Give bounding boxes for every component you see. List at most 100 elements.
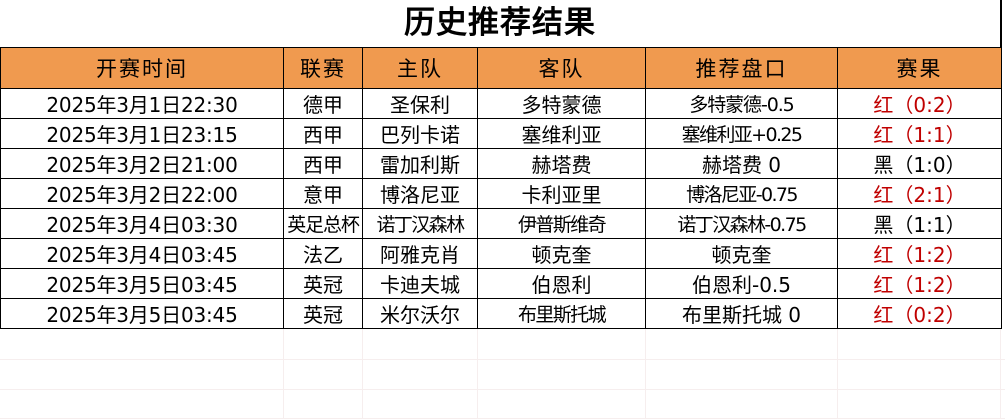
cell-line[interactable]: 布里斯托城 0 bbox=[645, 298, 838, 329]
result-score: （1:1） bbox=[893, 213, 966, 237]
cell-away[interactable]: 布里斯托城 bbox=[477, 298, 646, 329]
status-badge: 黑（1:1） bbox=[873, 210, 966, 238]
result-score: （1:0） bbox=[893, 153, 966, 177]
status-badge: 黑（1:0） bbox=[873, 150, 966, 178]
table-row: 2025年3月2日21:00 西甲 雷加利斯 赫塔费 赫塔费 0 黑（1:0） bbox=[0, 148, 1002, 179]
result-score: （1:2） bbox=[893, 243, 966, 267]
cell-away[interactable]: 塞维利亚 bbox=[477, 118, 646, 149]
column-header-home[interactable]: 主队 bbox=[362, 47, 478, 89]
result-score: （1:2） bbox=[893, 273, 966, 297]
column-header-line[interactable]: 推荐盘口 bbox=[645, 47, 838, 89]
result-score: （0:2） bbox=[893, 93, 966, 117]
cell-line[interactable]: 诺丁汉森林-0.75 bbox=[645, 208, 838, 239]
result-score: （2:1） bbox=[893, 183, 966, 207]
cell-line[interactable]: 塞维利亚+0.25 bbox=[645, 118, 838, 149]
empty-grid-row bbox=[0, 359, 1005, 360]
cell-home[interactable]: 博洛尼亚 bbox=[362, 178, 478, 209]
cell-home[interactable]: 雷加利斯 bbox=[362, 148, 478, 179]
cell-result[interactable]: 红（1:2） bbox=[837, 238, 1002, 269]
empty-grid-area bbox=[0, 329, 1005, 419]
cell-time[interactable]: 2025年3月2日21:00 bbox=[0, 148, 284, 179]
cell-away[interactable]: 卡利亚里 bbox=[477, 178, 646, 209]
cell-league[interactable]: 英冠 bbox=[283, 298, 363, 329]
empty-grid-col bbox=[477, 329, 478, 419]
cell-league[interactable]: 英足总杯 bbox=[283, 208, 363, 239]
cell-line[interactable]: 顿克奎 bbox=[645, 238, 838, 269]
empty-grid-col bbox=[645, 329, 646, 419]
result-mark: 红 bbox=[873, 303, 894, 327]
table-row: 2025年3月2日22:00 意甲 博洛尼亚 卡利亚里 博洛尼亚-0.75 红（2:1） bbox=[0, 178, 1002, 209]
status-badge: 红（2:1） bbox=[873, 180, 966, 208]
cell-league[interactable]: 法乙 bbox=[283, 238, 363, 269]
cell-home[interactable]: 诺丁汉森林 bbox=[362, 208, 478, 239]
cell-line[interactable]: 伯恩利-0.5 bbox=[645, 268, 838, 299]
empty-grid-col bbox=[283, 329, 284, 419]
cell-result[interactable]: 红（0:2） bbox=[837, 298, 1002, 329]
cell-away[interactable]: 伯恩利 bbox=[477, 268, 646, 299]
cell-league[interactable]: 英冠 bbox=[283, 268, 363, 299]
result-mark: 红 bbox=[873, 243, 894, 267]
cell-line[interactable]: 博洛尼亚-0.75 bbox=[645, 178, 838, 209]
table-header: 开赛时间 联赛 主队 客队 推荐盘口 赛果 bbox=[0, 47, 1002, 89]
empty-grid-col bbox=[1000, 329, 1001, 419]
table-row: 2025年3月4日03:45 法乙 阿雅克肖 顿克奎 顿克奎 红（1:2） bbox=[0, 238, 1002, 269]
cell-result[interactable]: 黑（1:1） bbox=[837, 208, 1002, 239]
result-mark: 黑 bbox=[873, 153, 894, 177]
cell-result[interactable]: 黑（1:0） bbox=[837, 148, 1002, 179]
cell-time[interactable]: 2025年3月4日03:30 bbox=[0, 208, 284, 239]
result-mark: 红 bbox=[873, 123, 894, 147]
cell-league[interactable]: 德甲 bbox=[283, 88, 363, 119]
cell-time[interactable]: 2025年3月5日03:45 bbox=[0, 268, 284, 299]
cell-time[interactable]: 2025年3月1日22:30 bbox=[0, 88, 284, 119]
status-badge: 红（0:2） bbox=[873, 90, 966, 118]
table-row: 2025年3月4日03:30 英足总杯 诺丁汉森林 伊普斯维奇 诺丁汉森林-0.75 黑（… bbox=[0, 208, 1002, 239]
cell-league[interactable]: 西甲 bbox=[283, 148, 363, 179]
result-mark: 红 bbox=[873, 273, 894, 297]
cell-time[interactable]: 2025年3月2日22:00 bbox=[0, 178, 284, 209]
column-header-league[interactable]: 联赛 bbox=[283, 47, 363, 89]
result-mark: 红 bbox=[873, 183, 894, 207]
status-badge: 红（1:1） bbox=[873, 120, 966, 148]
cell-result[interactable]: 红（1:1） bbox=[837, 118, 1002, 149]
cell-time[interactable]: 2025年3月1日23:15 bbox=[0, 118, 284, 149]
status-badge: 红（0:2） bbox=[873, 300, 966, 328]
result-mark: 黑 bbox=[873, 213, 894, 237]
cell-result[interactable]: 红（0:2） bbox=[837, 88, 1002, 119]
status-badge: 红（1:2） bbox=[873, 270, 966, 298]
column-header-time[interactable]: 开赛时间 bbox=[0, 47, 284, 89]
page-title: 历史推荐结果 bbox=[404, 5, 596, 41]
cell-away[interactable]: 多特蒙德 bbox=[477, 88, 646, 119]
table-row: 2025年3月1日22:30 德甲 圣保利 多特蒙德 多特蒙德-0.5 红（0:2） bbox=[0, 88, 1002, 119]
cell-home[interactable]: 圣保利 bbox=[362, 88, 478, 119]
cell-result[interactable]: 红（1:2） bbox=[837, 268, 1002, 299]
result-score: （0:2） bbox=[893, 303, 966, 327]
cell-result[interactable]: 红（2:1） bbox=[837, 178, 1002, 209]
cell-home[interactable]: 米尔沃尔 bbox=[362, 298, 478, 329]
table-row: 2025年3月5日03:45 英冠 卡迪夫城 伯恩利 伯恩利-0.5 红（1:2） bbox=[0, 268, 1002, 299]
cell-home[interactable]: 巴列卡诺 bbox=[362, 118, 478, 149]
cell-away[interactable]: 顿克奎 bbox=[477, 238, 646, 269]
empty-grid-col bbox=[837, 329, 838, 419]
empty-grid-row bbox=[0, 389, 1005, 390]
cell-line[interactable]: 多特蒙德-0.5 bbox=[645, 88, 838, 119]
column-header-result[interactable]: 赛果 bbox=[837, 47, 1002, 89]
cell-home[interactable]: 阿雅克肖 bbox=[362, 238, 478, 269]
cell-line[interactable]: 赫塔费 0 bbox=[645, 148, 838, 179]
table-body: 2025年3月1日22:30 德甲 圣保利 多特蒙德 多特蒙德-0.5 红（0:2） 202… bbox=[0, 88, 1002, 329]
table-row: 2025年3月5日03:45 英冠 米尔沃尔 布里斯托城 布里斯托城 0 红（0:2） bbox=[0, 298, 1002, 329]
table-row: 2025年3月1日23:15 西甲 巴列卡诺 塞维利亚 塞维利亚+0.25 红（1:1） bbox=[0, 118, 1002, 149]
cell-away[interactable]: 伊普斯维奇 bbox=[477, 208, 646, 239]
status-badge: 红（1:2） bbox=[873, 240, 966, 268]
cell-league[interactable]: 意甲 bbox=[283, 178, 363, 209]
empty-grid-col bbox=[362, 329, 363, 419]
cell-time[interactable]: 2025年3月5日03:45 bbox=[0, 298, 284, 329]
result-score: （1:1） bbox=[893, 123, 966, 147]
cell-away[interactable]: 赫塔费 bbox=[477, 148, 646, 179]
history-results-table: 开赛时间 联赛 主队 客队 推荐盘口 赛果 2025年3月1日22:30 德甲 圣保… bbox=[0, 47, 1002, 329]
header-row: 开赛时间 联赛 主队 客队 推荐盘口 赛果 bbox=[0, 47, 1002, 89]
cell-time[interactable]: 2025年3月4日03:45 bbox=[0, 238, 284, 269]
column-header-away[interactable]: 客队 bbox=[477, 47, 646, 89]
cell-home[interactable]: 卡迪夫城 bbox=[362, 268, 478, 299]
cell-league[interactable]: 西甲 bbox=[283, 118, 363, 149]
